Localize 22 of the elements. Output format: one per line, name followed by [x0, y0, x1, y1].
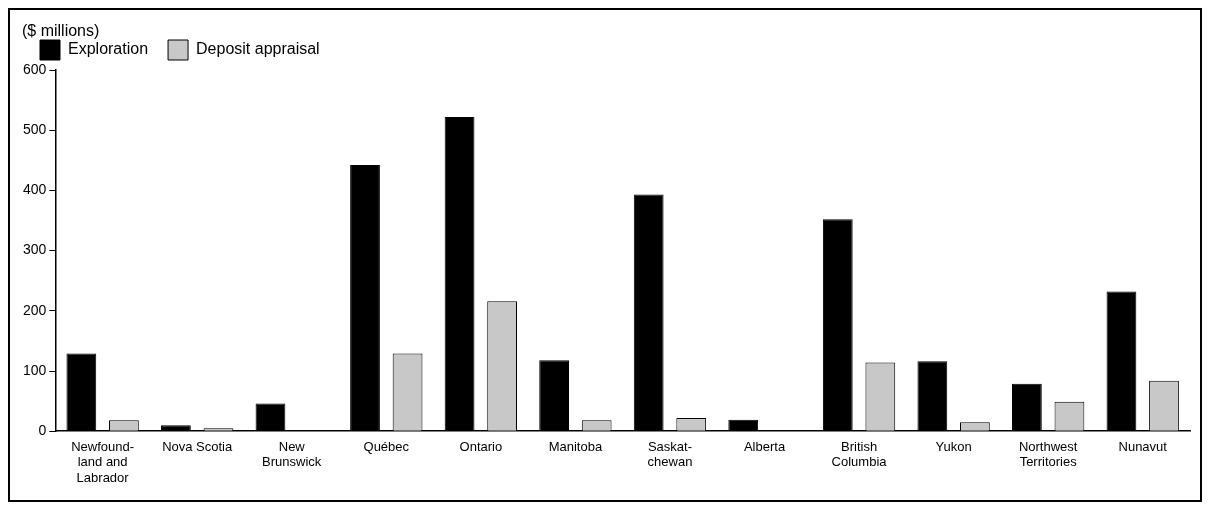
x-tick-label: Nunavut [1118, 438, 1168, 454]
y-tick-label: 400 [23, 181, 47, 198]
x-tick-label: Saskat- chewan [647, 438, 693, 470]
x-tick-label: Newfound- land and Labrador [71, 438, 135, 485]
x-tick-label: British Columbia [831, 438, 888, 470]
legend-label: Exploration [68, 40, 149, 58]
x-tick-label: Alberta [743, 438, 786, 454]
x-tick-label: Ontario [459, 438, 503, 454]
x-tick-label: Northwest Territories [1018, 438, 1078, 470]
x-tick-label: Manitoba [548, 438, 603, 454]
y-tick-label: 100 [23, 361, 47, 378]
y-tick-label: 300 [23, 241, 47, 258]
x-tick-label: Québec [363, 438, 410, 454]
x-tick-label: Yukon [935, 438, 972, 454]
y-axis-title: ($ millions) [22, 22, 100, 40]
y-tick-label: 600 [23, 60, 47, 77]
x-tick-label: Nova Scotia [162, 438, 233, 454]
y-tick-label: 500 [23, 121, 47, 138]
y-tick-label: 200 [23, 301, 47, 318]
legend-label: Deposit appraisal [196, 40, 320, 58]
y-tick-label: 0 [38, 422, 47, 439]
x-tick-label: New Brunswick [262, 438, 322, 470]
